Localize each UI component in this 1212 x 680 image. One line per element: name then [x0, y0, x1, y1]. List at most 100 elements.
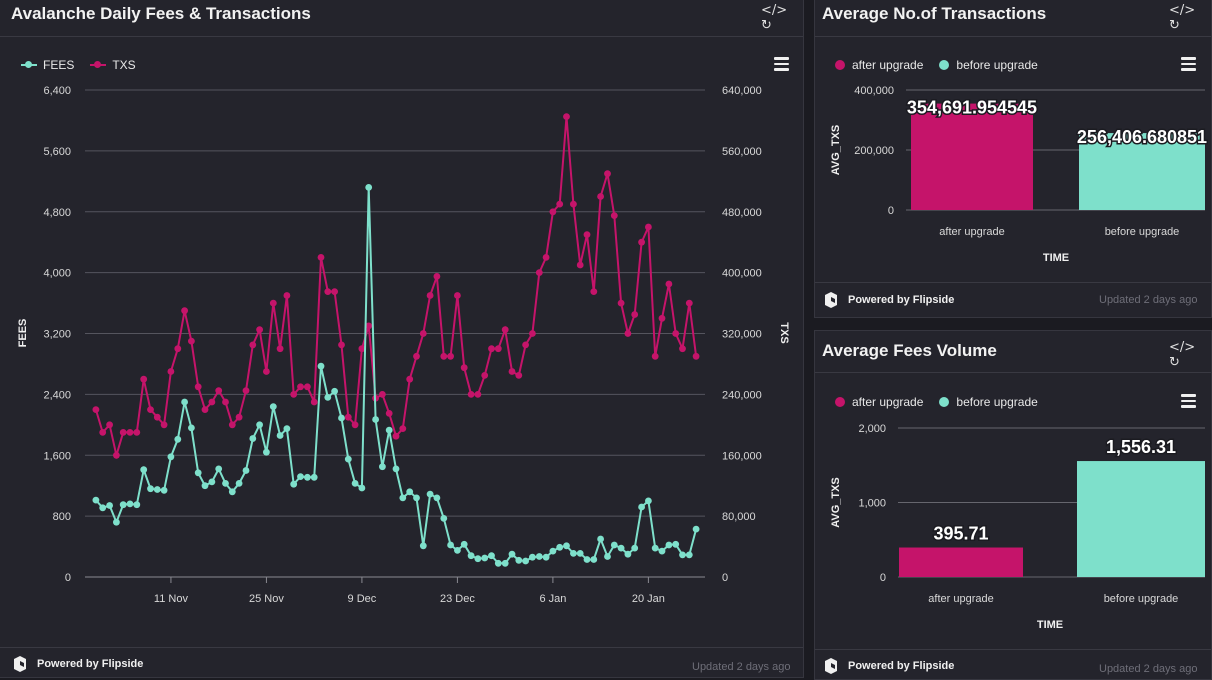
y-tick-right: 480,000 [722, 207, 762, 219]
data-point-fees [126, 500, 134, 508]
data-point-fees [556, 543, 564, 551]
y-tick-right: 80,000 [722, 511, 756, 523]
data-point-txs [351, 421, 359, 429]
data-point-txs [610, 212, 618, 220]
data-point-fees [419, 542, 427, 550]
avg-transactions-bar-chart: 0 200,000 400,000 AVG_TXS 354,691.954545 afte… [830, 85, 1209, 264]
data-point-txs [344, 413, 352, 421]
chart-menu-icon[interactable] [774, 57, 789, 74]
data-point-fees [590, 556, 598, 563]
panel-header-actions: </>↻ [1161, 340, 1211, 370]
powered-by-label: Powered by Flipside [848, 294, 955, 306]
data-point-txs [133, 429, 141, 436]
chart-legend: after upgrade before upgrade [835, 58, 1054, 72]
data-point-txs [685, 299, 693, 307]
updated-label: Updated 2 days ago [1099, 294, 1198, 306]
data-point-txs [406, 375, 414, 383]
footer-divider [815, 649, 1211, 650]
data-point-txs [631, 311, 639, 318]
data-point-txs [576, 261, 584, 269]
data-point-fees [638, 503, 645, 511]
panel-title: Average Fees Volume [822, 341, 997, 360]
refresh-icon[interactable]: ↻ [1169, 18, 1180, 33]
flipside-logo-icon [825, 292, 837, 308]
data-point-txs [597, 193, 604, 200]
data-point-fees [563, 542, 570, 550]
legend-item-after-upgrade[interactable]: after upgrade [835, 395, 923, 409]
header-divider [815, 36, 1211, 37]
data-point-fees [297, 473, 304, 480]
data-point-txs [194, 383, 202, 391]
data-point-fees [583, 556, 591, 563]
legend-item-before-upgrade[interactable]: before upgrade [939, 58, 1038, 72]
data-point-txs [242, 387, 250, 394]
refresh-icon[interactable]: ↻ [761, 18, 772, 33]
y-tick: 400,000 [854, 85, 894, 97]
y-tick-right: 240,000 [722, 389, 762, 401]
y-axis-title: AVG_TXS [830, 125, 842, 176]
y-axis-title-left: FEES [17, 319, 29, 348]
refresh-icon[interactable]: ↻ [1169, 355, 1180, 370]
data-point-fees [529, 553, 536, 561]
embed-code-icon[interactable]: </> [1169, 3, 1196, 18]
powered-by[interactable]: Powered by Flipside [11, 655, 143, 673]
data-point-fees [256, 421, 263, 429]
data-point-txs [535, 269, 543, 276]
data-point-fees [194, 469, 202, 477]
legend-item-after-upgrade[interactable]: after upgrade [835, 58, 923, 72]
legend-item-before-upgrade[interactable]: before upgrade [939, 395, 1038, 409]
y-tick-right: 400,000 [722, 268, 762, 280]
data-point-fees [290, 480, 298, 488]
data-point-fees [92, 496, 100, 504]
data-point-txs [672, 330, 680, 337]
data-point-fees [467, 552, 475, 560]
data-point-fees [604, 553, 611, 560]
panel-title: Avalanche Daily Fees & Transactions [11, 4, 311, 23]
series-line-fees [95, 187, 698, 565]
data-point-fees [385, 426, 393, 434]
powered-by[interactable]: Powered by Flipside [822, 657, 954, 675]
fees-swatch [21, 60, 37, 70]
data-point-fees [399, 494, 407, 502]
avg-transactions-panel: Average No.of Transactions </>↻ after up… [814, 0, 1212, 318]
embed-code-icon[interactable]: </> [761, 3, 788, 18]
data-point-txs [556, 200, 564, 208]
data-point-txs [147, 406, 154, 413]
data-point-txs [365, 322, 373, 330]
bar-value-label: 1,556.31 [1106, 437, 1176, 457]
data-point-txs [338, 341, 345, 349]
powered-by-label: Powered by Flipside [848, 660, 955, 672]
data-point-fees [522, 557, 529, 565]
legend-label-txs: TXS [112, 58, 136, 72]
data-point-fees [372, 416, 379, 423]
legend-item-txs[interactable]: TXS [90, 58, 136, 72]
data-point-fees [645, 497, 652, 505]
data-point-txs [658, 314, 666, 322]
data-point-fees [317, 362, 325, 370]
y-tick-right: 640,000 [722, 85, 762, 97]
data-point-txs [542, 254, 550, 261]
x-tick-label: after upgrade [928, 593, 993, 605]
chart-legend: FEES TXS [21, 58, 152, 72]
data-point-txs [304, 383, 311, 391]
legend-label-before: before upgrade [956, 58, 1038, 72]
data-point-fees [570, 550, 577, 557]
embed-code-icon[interactable]: </> [1169, 340, 1196, 355]
chart-menu-icon[interactable] [1181, 57, 1196, 74]
data-point-fees [242, 467, 250, 474]
y-axis-title: AVG_TXS [830, 477, 842, 528]
bar-after-upgrade [911, 103, 1033, 210]
data-point-txs [590, 288, 598, 295]
data-point-txs [488, 345, 495, 353]
y-tick: 2,000 [858, 423, 886, 435]
chart-menu-icon[interactable] [1181, 394, 1196, 411]
data-point-fees [651, 544, 659, 552]
legend-item-fees[interactable]: FEES [21, 58, 74, 72]
data-point-txs [153, 413, 161, 421]
data-point-fees [215, 465, 223, 473]
data-point-txs [433, 273, 441, 280]
data-point-txs [269, 299, 277, 307]
data-point-fees [283, 425, 291, 432]
data-point-txs [392, 432, 400, 440]
powered-by[interactable]: Powered by Flipside [822, 291, 954, 309]
